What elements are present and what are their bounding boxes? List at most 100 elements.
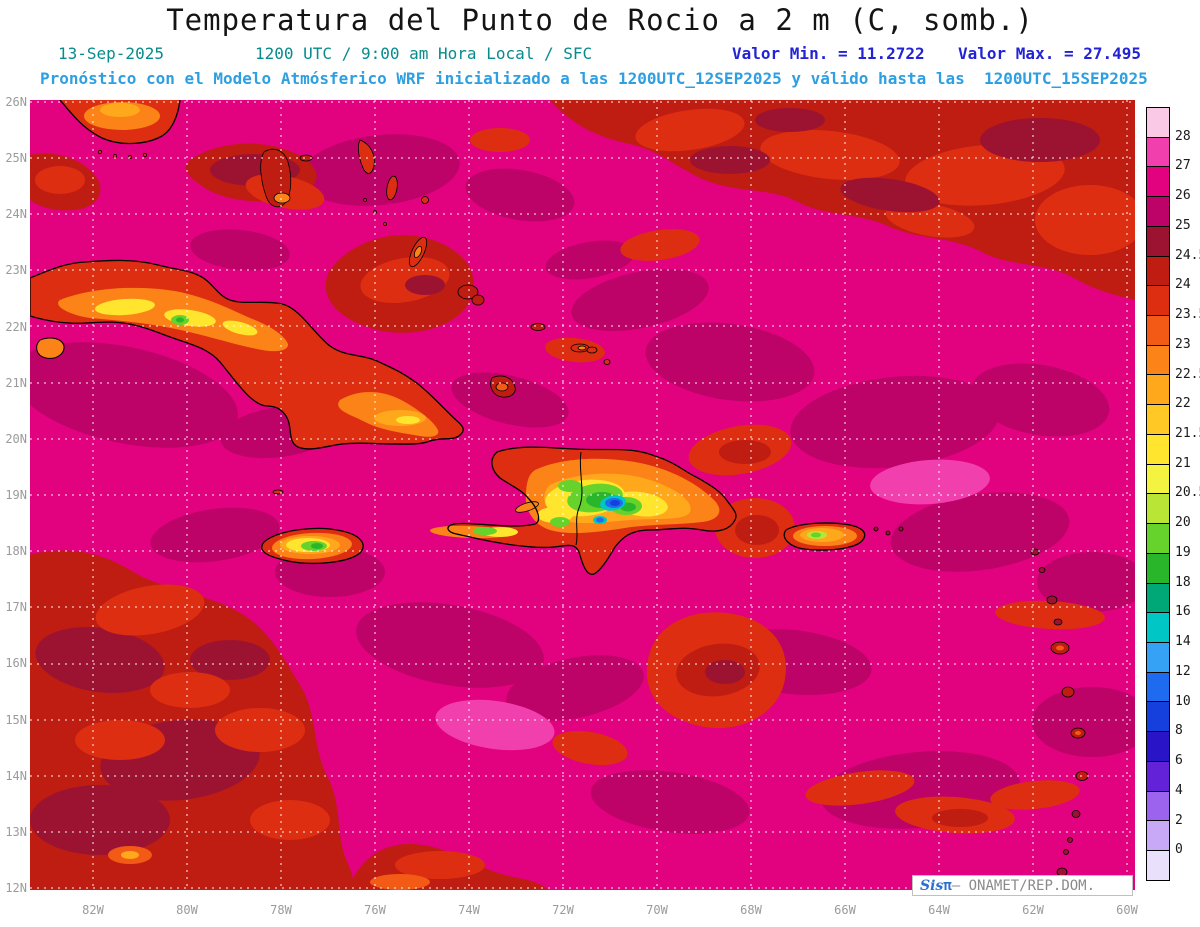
lon-tick-66W: 66W [834,903,856,917]
lat-tick-23N: 23N [5,263,27,278]
colorbar-segment-5 [1146,255,1170,287]
lat-tick-19N: 19N [5,488,27,502]
colorbar-segment-16 [1146,582,1170,614]
colorbar-segment-15 [1146,552,1170,584]
colorbar-segment-6 [1146,285,1170,317]
colorbar-label-23: 23 [1175,336,1191,352]
colorbar-segment-21 [1146,731,1170,762]
watermark-brand: Sis [920,877,944,894]
colorbar-label-12: 12 [1175,663,1191,679]
lat-tick-20N: 20N [5,431,27,446]
colorbar-segment-1 [1146,136,1170,168]
colorbar-label-20: 20 [1175,515,1191,531]
valid-time: 1200 UTC / 9:00 am Hora Local / SFC [255,44,593,63]
lat-tick-18N: 18N [5,544,27,559]
colorbar-label-24.5: 24.5 [1175,247,1200,263]
colorbar-label-14: 14 [1175,634,1191,650]
colorbar-label-28: 28 [1175,128,1191,144]
colorbar-label-16: 16 [1175,604,1191,620]
lat-tick-26N: 26N [5,95,27,109]
colorbar-segment-9 [1146,374,1170,406]
lon-tick-72W: 72W [552,903,574,917]
colorbar-segment-20 [1146,701,1170,733]
lat-tick-16N: 16N [5,656,27,671]
colorbar-label-27: 27 [1175,158,1191,174]
colorbar-label-0: 0 [1175,842,1183,858]
colorbar-segment-10 [1146,404,1170,435]
valor-min-label: Valor Min. = 11.2722 [732,44,925,63]
colorbar-label-8: 8 [1175,723,1183,739]
colorbar-segment-3 [1146,196,1170,227]
lat-tick-22N: 22N [5,319,27,334]
lat-tick-12N: 12N [5,881,27,895]
valor-max-label: Valor Max. = 27.495 [958,44,1142,63]
colorbar-label-23.5: 23.5 [1175,307,1200,323]
lon-tick-78W: 78W [270,903,292,917]
map-plot [12,99,1152,890]
map-canvas [12,99,1152,890]
forecast-model-line: Pronóstico con el Modelo Atmósferico WRF… [40,69,1148,88]
colorbar-label-21: 21 [1175,455,1191,471]
watermark-suffix: – ONAMET/REP.DOM. [951,877,1096,894]
page-title: Temperatura del Punto de Rocio a 2 m (C,… [166,3,1034,37]
lon-tick-76W: 76W [364,903,386,917]
colorbar-segment-22 [1146,760,1170,792]
land-hispaniola [430,447,737,575]
colorbar: 2827262524.52423.52322.52221.52120.52019… [1146,107,1200,887]
bahamas-islands [260,139,611,398]
colorbar-segment-25 [1146,849,1170,881]
colorbar-label-25: 25 [1175,217,1191,233]
lon-tick-80W: 80W [176,903,198,917]
ocean-field [12,100,1152,890]
pi-icon: π [943,877,952,894]
lon-tick-64W: 64W [928,903,950,917]
colorbar-segment-2 [1146,166,1170,198]
lat-tick-14N: 14N [5,768,27,783]
colorbar-segment-14 [1146,523,1170,554]
lon-tick-82W: 82W [82,903,104,917]
colorbar-label-6: 6 [1175,753,1183,769]
valid-date: 13-Sep-2025 [58,44,164,63]
lat-tick-25N: 25N [5,151,27,166]
land-florida [60,100,180,159]
colorbar-label-10: 10 [1175,693,1191,709]
lat-tick-21N: 21N [5,375,27,390]
watermark: Sis π – ONAMET/REP.DOM. [912,875,1133,896]
colorbar-label-19: 19 [1175,544,1191,560]
colorbar-segment-4 [1146,225,1170,257]
lat-tick-15N: 15N [5,712,27,727]
lon-tick-74W: 74W [458,903,480,917]
colorbar-segment-12 [1146,463,1170,495]
colorbar-segment-18 [1146,641,1170,673]
colorbar-label-22.5: 22.5 [1175,366,1200,382]
colorbar-label-21.5: 21.5 [1175,426,1200,442]
colorbar-segment-7 [1146,315,1170,346]
colorbar-label-24: 24 [1175,277,1191,293]
colorbar-label-2: 2 [1175,812,1183,828]
gridlines [30,100,1135,890]
lat-tick-17N: 17N [5,600,27,615]
colorbar-segment-19 [1146,671,1170,703]
land-cuba [30,260,464,449]
colorbar-label-22: 22 [1175,396,1191,412]
landmasses [30,100,1089,877]
colorbar-label-20.5: 20.5 [1175,485,1200,501]
lon-tick-68W: 68W [740,903,762,917]
colorbar-segment-0 [1146,107,1170,138]
colorbar-label-18: 18 [1175,574,1191,590]
lat-tick-24N: 24N [5,207,27,222]
colorbar-label-26: 26 [1175,188,1191,204]
coastlines [29,99,866,576]
colorbar-label-4: 4 [1175,782,1183,798]
lon-tick-70W: 70W [646,903,668,917]
land-puerto-rico [784,522,865,551]
colorbar-segment-13 [1146,493,1170,525]
colorbar-segment-23 [1146,790,1170,822]
lat-tick-13N: 13N [5,824,27,839]
lon-tick-62W: 62W [1022,903,1044,917]
lon-tick-60W: 60W [1116,903,1138,917]
land-jamaica [261,528,364,564]
colorbar-segment-17 [1146,612,1170,643]
colorbar-segment-8 [1146,344,1170,376]
colorbar-segment-24 [1146,820,1170,851]
